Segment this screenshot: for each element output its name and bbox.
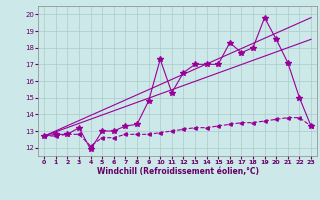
X-axis label: Windchill (Refroidissement éolien,°C): Windchill (Refroidissement éolien,°C) [97, 167, 259, 176]
